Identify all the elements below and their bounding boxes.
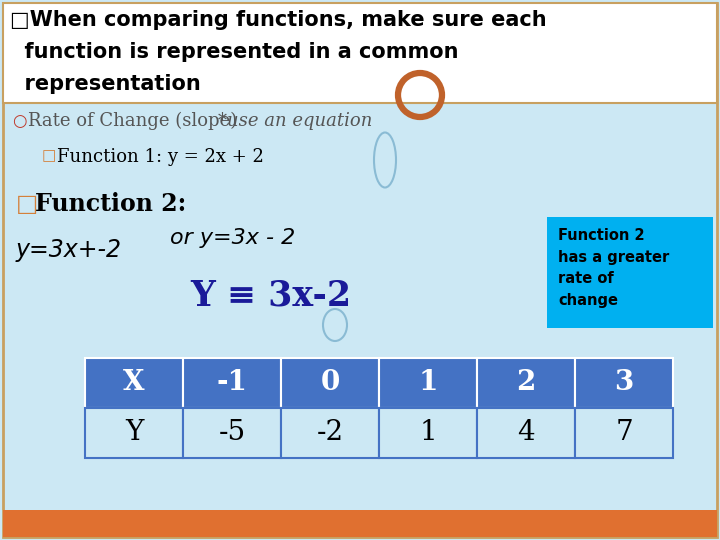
Text: 4: 4 [517,420,535,447]
Bar [183,408,281,458]
FancyBboxPatch shape [547,217,713,328]
Text: ○: ○ [12,112,27,130]
Bar [477,408,575,458]
Text: -2: -2 [316,420,343,447]
Text: -1: -1 [217,369,248,396]
Text: Y: Y [125,420,143,447]
Text: y=3x+-2: y=3x+-2 [16,238,122,262]
Text: *use an equation: *use an equation [218,112,372,130]
Bar [85,408,183,458]
Bar [477,358,575,408]
Text: Function 1: y = 2x + 2: Function 1: y = 2x + 2 [57,148,264,166]
Text: function is represented in a common: function is represented in a common [10,42,459,62]
Bar [281,408,379,458]
Text: Y ≡ 3x-2: Y ≡ 3x-2 [190,278,351,312]
Text: 2: 2 [516,369,536,396]
Text: □: □ [16,192,38,216]
FancyBboxPatch shape [3,3,717,103]
Bar [379,408,477,458]
Bar [575,408,673,458]
Text: or y=3x - 2: or y=3x - 2 [170,228,295,248]
Text: X: X [123,369,145,396]
Text: 1: 1 [419,420,437,447]
Text: Function 2:: Function 2: [35,192,186,216]
Text: 7: 7 [615,420,633,447]
Bar [85,358,183,408]
Text: 0: 0 [320,369,340,396]
Text: -5: -5 [218,420,246,447]
Text: □: □ [42,148,56,163]
Text: Rate of Change (slope): Rate of Change (slope) [28,112,243,130]
Bar [575,358,673,408]
Text: 1: 1 [418,369,438,396]
Text: Function 2
has a greater
rate of
change: Function 2 has a greater rate of change [558,228,670,308]
Bar [281,358,379,408]
Text: representation: representation [10,74,201,94]
Text: 3: 3 [614,369,634,396]
Bar [379,358,477,408]
Text: □When comparing functions, make sure each: □When comparing functions, make sure eac… [10,10,546,30]
Bar [183,358,281,408]
Bar [3,510,717,537]
